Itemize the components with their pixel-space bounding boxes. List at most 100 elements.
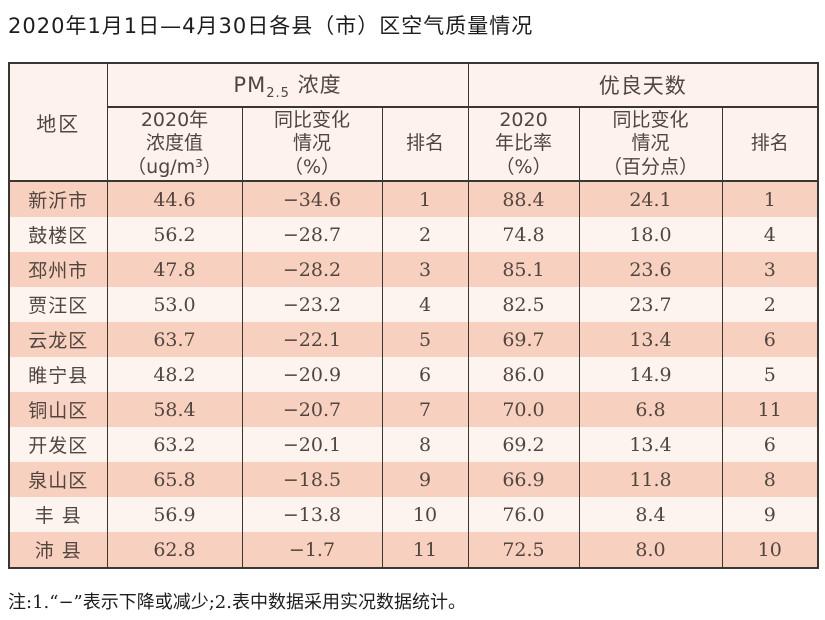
cell-good-rank: 4 (721, 217, 819, 252)
cell-good-rate: 76.0 (467, 497, 580, 532)
cell-pm-change: −20.1 (241, 427, 383, 462)
cell-pm-value: 65.8 (106, 462, 243, 497)
header-group-row: 地区 PM2.5 浓度 优良天数 (8, 63, 819, 182)
cell-pm-rank: 2 (381, 217, 469, 252)
cell-pm-value: 48.2 (106, 357, 243, 392)
col-header-good-rate: 2020 年比率 （%） (467, 107, 580, 182)
cell-good-rate: 74.8 (467, 217, 580, 252)
cell-good-change: 13.4 (578, 427, 723, 462)
table-row: 泉山区 65.8 −18.5 9 66.9 11.8 8 (8, 462, 819, 497)
cell-good-rank: 3 (721, 252, 819, 287)
cell-pm-change: −34.6 (241, 181, 383, 217)
col-header-good-change: 同比变化 情况 （百分点） (578, 107, 723, 182)
cell-pm-rank: 10 (381, 497, 469, 532)
pm25-label-suffix: 浓度 (289, 72, 342, 97)
cell-good-rate: 69.2 (467, 427, 580, 462)
cell-good-rate: 72.5 (467, 532, 580, 568)
cell-pm-value: 56.2 (106, 217, 243, 252)
table-row: 丰 县 56.9 −13.8 10 76.0 8.4 9 (8, 497, 819, 532)
cell-good-rank: 6 (721, 427, 819, 462)
cell-pm-change: −23.2 (241, 287, 383, 322)
cell-pm-value: 53.0 (106, 287, 243, 322)
col-group-pm25: PM2.5 浓度 (106, 63, 469, 108)
cell-good-change: 24.1 (578, 181, 723, 217)
cell-pm-rank: 5 (381, 322, 469, 357)
table-row: 睢宁县 48.2 −20.9 6 86.0 14.9 5 (8, 357, 819, 392)
cell-pm-rank: 8 (381, 427, 469, 462)
table-row: 沛 县 62.8 −1.7 11 72.5 8.0 10 (8, 532, 819, 568)
table-row: 云龙区 63.7 −22.1 5 69.7 13.4 6 (8, 322, 819, 357)
col-header-pm-change: 同比变化 情况 （%） (241, 107, 383, 182)
cell-good-change: 8.4 (578, 497, 723, 532)
cell-good-rate: 82.5 (467, 287, 580, 322)
col-header-region: 地区 (8, 63, 108, 182)
cell-pm-value: 63.7 (106, 322, 243, 357)
cell-good-change: 11.8 (578, 462, 723, 497)
cell-good-rate: 70.0 (467, 392, 580, 427)
cell-region: 邳州市 (8, 252, 108, 287)
cell-good-rate: 86.0 (467, 357, 580, 392)
page-title: 2020年1月1日—4月30日各县（市）区空气质量情况 (8, 14, 534, 38)
col-header-pm-rank: 排名 (381, 107, 469, 182)
cell-pm-rank: 6 (381, 357, 469, 392)
pm25-label-prefix: PM (233, 72, 267, 97)
cell-region: 沛 县 (8, 532, 108, 568)
cell-pm-value: 63.2 (106, 427, 243, 462)
table-row: 邳州市 47.8 −28.2 3 85.1 23.6 3 (8, 252, 819, 287)
table-row: 新沂市 44.6 −34.6 1 88.4 24.1 1 (8, 181, 819, 217)
table-row: 贾汪区 53.0 −23.2 4 82.5 23.7 2 (8, 287, 819, 322)
cell-good-change: 23.6 (578, 252, 723, 287)
cell-good-rate: 66.9 (467, 462, 580, 497)
cell-pm-change: −22.1 (241, 322, 383, 357)
cell-good-rank: 11 (721, 392, 819, 427)
cell-good-rank: 8 (721, 462, 819, 497)
cell-good-rate: 85.1 (467, 252, 580, 287)
cell-pm-change: −13.8 (241, 497, 383, 532)
cell-good-rate: 88.4 (467, 181, 580, 217)
col-group-good-days: 优良天数 (467, 63, 819, 108)
cell-region: 云龙区 (8, 322, 108, 357)
cell-region: 新沂市 (8, 181, 108, 217)
cell-good-change: 6.8 (578, 392, 723, 427)
cell-good-rank: 6 (721, 322, 819, 357)
cell-good-rank: 10 (721, 532, 819, 568)
table-row: 开发区 63.2 −20.1 8 69.2 13.4 6 (8, 427, 819, 462)
cell-region: 丰 县 (8, 497, 108, 532)
cell-region: 睢宁县 (8, 357, 108, 392)
cell-region: 开发区 (8, 427, 108, 462)
col-header-pm-value: 2020年 浓度值 （ug/m³） (106, 107, 243, 182)
cell-good-rank: 2 (721, 287, 819, 322)
cell-pm-change: −18.5 (241, 462, 383, 497)
cell-pm-rank: 4 (381, 287, 469, 322)
cell-good-change: 8.0 (578, 532, 723, 568)
cell-pm-rank: 3 (381, 252, 469, 287)
cell-good-rate: 69.7 (467, 322, 580, 357)
cell-pm-change: −1.7 (241, 532, 383, 568)
cell-good-rank: 9 (721, 497, 819, 532)
cell-good-rank: 5 (721, 357, 819, 392)
cell-pm-rank: 9 (381, 462, 469, 497)
cell-pm-value: 44.6 (106, 181, 243, 217)
pm25-label-subscript: 2.5 (266, 86, 290, 102)
cell-pm-change: −20.9 (241, 357, 383, 392)
cell-good-rank: 1 (721, 181, 819, 217)
air-quality-table: 地区 PM2.5 浓度 优良天数 2020年 浓度值 （ug/m³） 同比变化 … (8, 62, 820, 569)
col-header-good-rank: 排名 (721, 107, 819, 182)
cell-pm-value: 62.8 (106, 532, 243, 568)
cell-pm-value: 47.8 (106, 252, 243, 287)
cell-pm-rank: 11 (381, 532, 469, 568)
cell-region: 铜山区 (8, 392, 108, 427)
cell-good-change: 23.7 (578, 287, 723, 322)
cell-pm-change: −20.7 (241, 392, 383, 427)
cell-pm-change: −28.2 (241, 252, 383, 287)
cell-region: 贾汪区 (8, 287, 108, 322)
table-row: 鼓楼区 56.2 −28.7 2 74.8 18.0 4 (8, 217, 819, 252)
cell-region: 泉山区 (8, 462, 108, 497)
cell-good-change: 18.0 (578, 217, 723, 252)
footnote: 注:1.“−”表示下降或减少;2.表中数据采用实况数据统计。 (8, 592, 466, 613)
cell-region: 鼓楼区 (8, 217, 108, 252)
cell-pm-rank: 1 (381, 181, 469, 217)
header-sub-row: 2020年 浓度值 （ug/m³） 同比变化 情况 （%） 排名 2020 年比… (9, 107, 819, 182)
cell-pm-value: 56.9 (106, 497, 243, 532)
